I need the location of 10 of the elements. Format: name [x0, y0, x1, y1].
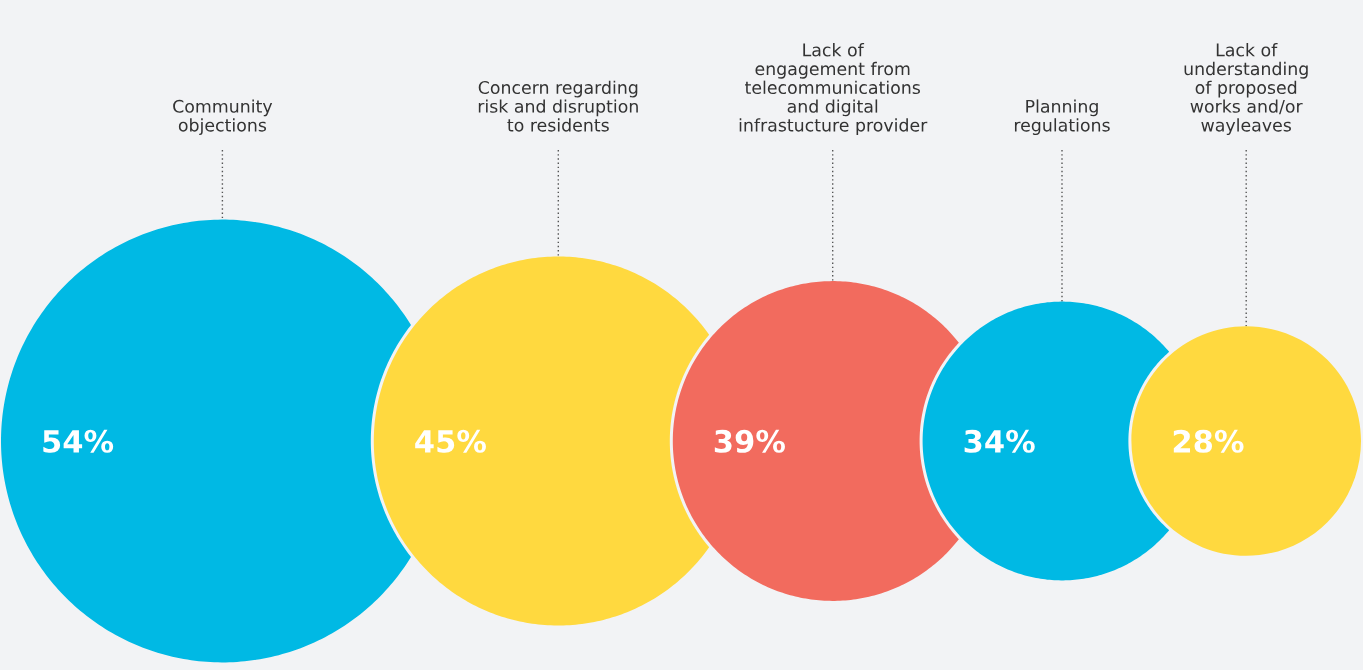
category-label: Lack of engagement from telecommunications and digital infrastucture provider — [739, 43, 928, 135]
category-label: Concern regarding risk and disruption to residents — [478, 80, 638, 132]
category-label: Planning regulations — [1014, 99, 1110, 135]
category-label: Lack of understanding of proposed works and/or wayleaves — [1184, 43, 1308, 135]
data-label: 28% — [1173, 429, 1244, 453]
data-label: 34% — [964, 429, 1035, 453]
category-label: Community objections — [173, 99, 273, 135]
data-label: 54% — [43, 429, 114, 453]
data-label: 39% — [714, 429, 785, 453]
data-label: 45% — [415, 429, 486, 453]
